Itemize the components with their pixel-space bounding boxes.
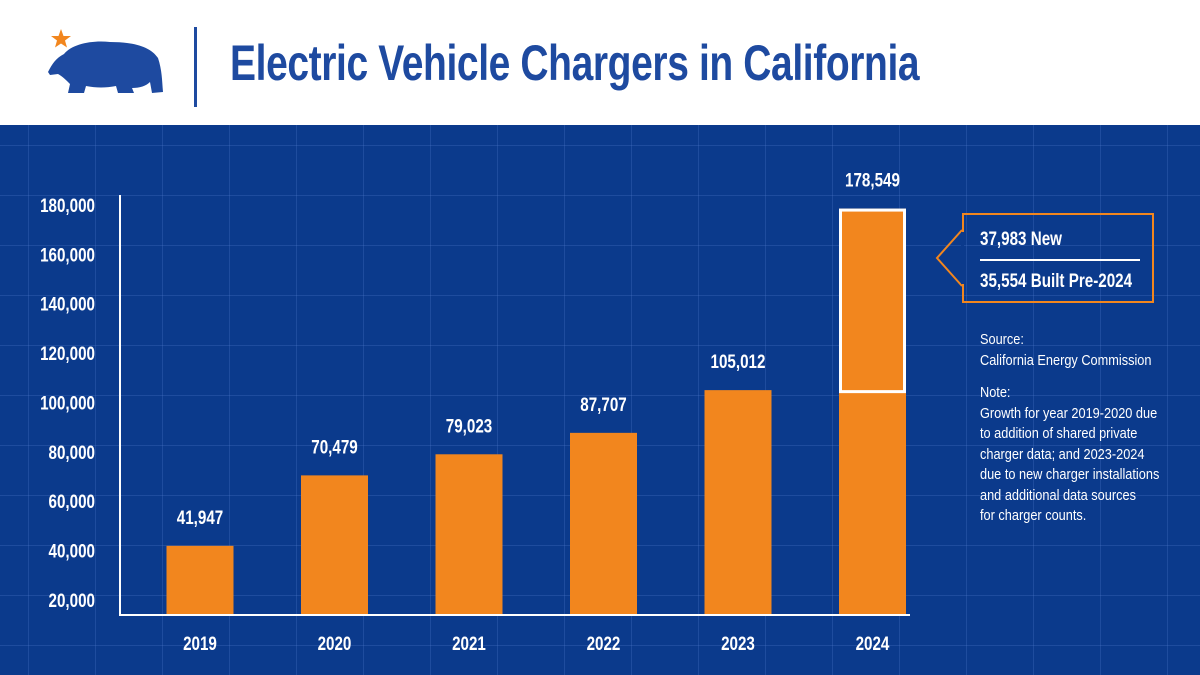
note-line: charger data; and 2023-2024: [980, 445, 1145, 463]
callout-pre-2024: 35,554 Built Pre-2024: [980, 271, 1133, 292]
x-tick-label: 2019: [183, 632, 217, 654]
data-label: 70,479: [311, 436, 357, 458]
california-bear-logo-icon: [48, 29, 163, 93]
data-label: 87,707: [580, 393, 626, 415]
bar-2019: [166, 545, 234, 615]
x-tick-label: 2022: [587, 632, 621, 654]
note-line: for charger counts.: [980, 507, 1087, 524]
header: Electric Vehicle Chargers in California: [0, 0, 1200, 125]
callout-divider: [980, 259, 1140, 261]
note-label: Note:: [980, 384, 1011, 401]
y-tick-label: 40,000: [49, 540, 95, 562]
y-tick-label: 180,000: [40, 194, 95, 216]
source-label: Source:: [980, 331, 1024, 348]
y-tick-label: 140,000: [40, 293, 95, 315]
y-tick-label: 80,000: [49, 441, 95, 463]
bar-2024: [839, 208, 906, 615]
page-title: Electric Vehicle Chargers in California: [230, 35, 920, 91]
callout-box: 37,983 New 35,554 Built Pre-2024: [962, 213, 1154, 303]
note-line: to addition of shared private: [980, 425, 1138, 442]
bar-2020: [301, 475, 368, 615]
x-tick-label: 2021: [452, 632, 486, 654]
data-label: 105,012: [711, 350, 766, 372]
y-tick-label: 60,000: [49, 491, 95, 513]
callout-new: 37,983 New: [980, 229, 1062, 250]
data-label: 79,023: [446, 415, 492, 437]
bear-icon: [48, 41, 163, 93]
data-label: 41,947: [177, 506, 223, 528]
y-tick-label: 100,000: [40, 392, 95, 414]
y-tick-label: 20,000: [49, 589, 95, 611]
note-line: and additional data sources: [980, 486, 1136, 504]
x-tick-label: 2024: [856, 632, 890, 654]
note-line: due to new charger installations: [980, 466, 1160, 483]
star-icon: [51, 29, 71, 48]
source-text: California Energy Commission: [980, 351, 1152, 369]
bar-2021: [435, 454, 503, 615]
x-tick-label: 2020: [318, 632, 352, 654]
header-divider: [194, 27, 197, 107]
bar-2022: [570, 432, 637, 615]
x-tick-label: 2023: [721, 632, 755, 654]
highlight-outline: [839, 208, 906, 394]
bar-2023: [704, 390, 772, 615]
notes: Source: California Energy Commission Not…: [980, 330, 1159, 527]
y-tick-label: 160,000: [40, 244, 95, 266]
y-tick-label: 120,000: [40, 342, 95, 364]
data-label: 178,549: [845, 169, 900, 191]
note-line: Growth for year 2019-2020 due: [980, 404, 1158, 422]
